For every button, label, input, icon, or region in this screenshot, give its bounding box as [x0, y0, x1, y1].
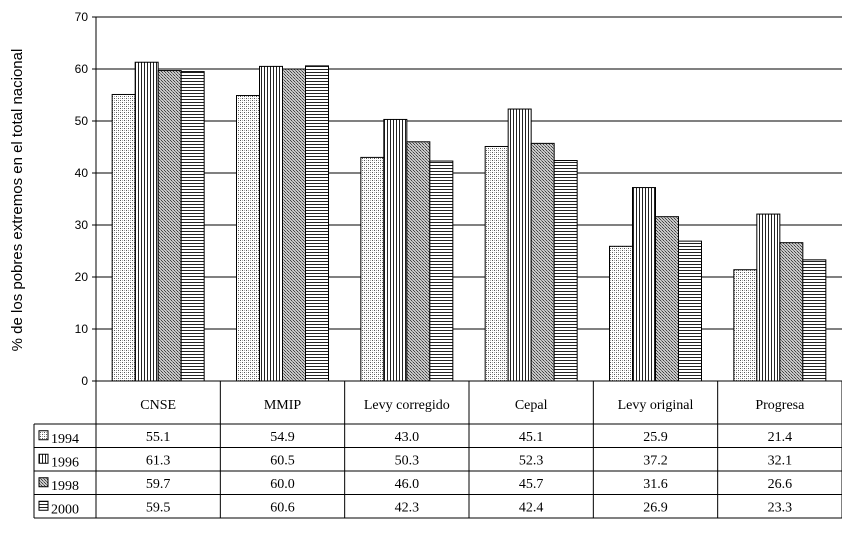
data-label: 52.3 [519, 453, 544, 468]
bar-1996-mmip [259, 65, 283, 382]
x-category-label: Cepal [515, 398, 548, 413]
data-label: 26.6 [768, 477, 793, 492]
bar-1994-levy-original [609, 245, 633, 382]
data-label: 45.7 [519, 477, 544, 492]
bar-2000-cnse [180, 71, 205, 382]
data-label: 31.6 [643, 477, 668, 492]
data-label: 25.9 [643, 430, 668, 445]
legend-swatch-1994 [38, 430, 49, 441]
data-label: 54.9 [270, 430, 295, 445]
bar-1994-levy-corregido [360, 156, 385, 382]
data-label: 32.1 [768, 453, 793, 468]
y-tick-label: 0 [81, 374, 88, 388]
y-tick-label: 20 [75, 270, 89, 284]
legend-swatch-1998 [38, 477, 49, 488]
legend-label-1996: 1996 [51, 455, 79, 470]
data-label: 60.5 [270, 453, 295, 468]
data-label: 60.0 [270, 477, 295, 492]
data-label: 60.6 [270, 500, 295, 515]
data-label: 43.0 [395, 430, 420, 445]
data-label: 59.7 [146, 477, 171, 492]
bar-1998-levy-original [655, 216, 679, 382]
legend-label-1998: 1998 [51, 479, 79, 494]
data-label: 42.4 [519, 500, 544, 515]
y-tick-label: 10 [75, 322, 89, 336]
bar-2000-levy-original [678, 240, 702, 382]
legend-swatch-2000 [38, 500, 49, 511]
legend-swatch-1996 [38, 453, 49, 464]
data-label: 61.3 [146, 453, 171, 468]
data-label: 50.3 [395, 453, 420, 468]
bar-1996-cepal [507, 108, 532, 382]
data-label: 26.9 [643, 500, 668, 515]
bar-1994-cepal [484, 145, 509, 382]
data-label: 23.3 [768, 500, 793, 515]
x-category-label: Progresa [755, 398, 805, 413]
bar-2000-cepal [553, 160, 578, 382]
bar-1996-levy-original [632, 187, 656, 382]
bar-1994-mmip [236, 95, 260, 382]
x-category-label: CNSE [140, 398, 176, 413]
bar-1996-levy-corregido [383, 118, 408, 382]
data-label: 55.1 [146, 430, 171, 445]
axes: 0 10 20 30 40 50 60 70 [75, 10, 97, 388]
bar-1998-mmip [282, 68, 306, 382]
data-label: 45.1 [519, 430, 544, 445]
bar-1998-levy-corregido [406, 141, 431, 382]
bar-1998-cepal [530, 142, 555, 382]
data-label: 37.2 [643, 453, 668, 468]
y-tick-label: 60 [75, 62, 89, 76]
legend-label-1994: 1994 [51, 432, 79, 447]
y-tick-label: 40 [75, 166, 89, 180]
bar-2000-mmip [305, 65, 329, 382]
data-table: CNSE MMIP Levy corregido Cepal Levy original… [33, 380, 842, 519]
x-category-label: Levy corregido [364, 398, 450, 413]
bar-1996-cnse [134, 61, 159, 382]
data-label: 42.3 [395, 500, 420, 515]
bar-1994-progresa [733, 269, 758, 382]
gridlines [96, 16, 842, 330]
data-label: 21.4 [768, 430, 793, 445]
bar-2000-progresa [802, 259, 827, 382]
bar-1998-cnse [157, 70, 182, 382]
y-tick-label: 70 [75, 10, 89, 24]
bars [111, 61, 827, 382]
bar-1996-progresa [756, 213, 781, 382]
x-category-label: Levy original [618, 398, 694, 413]
bar-2000-levy-corregido [429, 160, 454, 382]
bar-1998-progresa [779, 242, 804, 382]
x-category-label: MMIP [264, 398, 302, 413]
bar-1994-cnse [111, 93, 136, 382]
data-label: 59.5 [146, 500, 171, 515]
y-axis-label: % de los pobres extremos en el total nac… [9, 49, 26, 352]
y-tick-label: 30 [75, 218, 89, 232]
y-tick-label: 50 [75, 114, 89, 128]
data-label: 46.0 [395, 477, 420, 492]
legend-label-2000: 2000 [51, 502, 79, 517]
